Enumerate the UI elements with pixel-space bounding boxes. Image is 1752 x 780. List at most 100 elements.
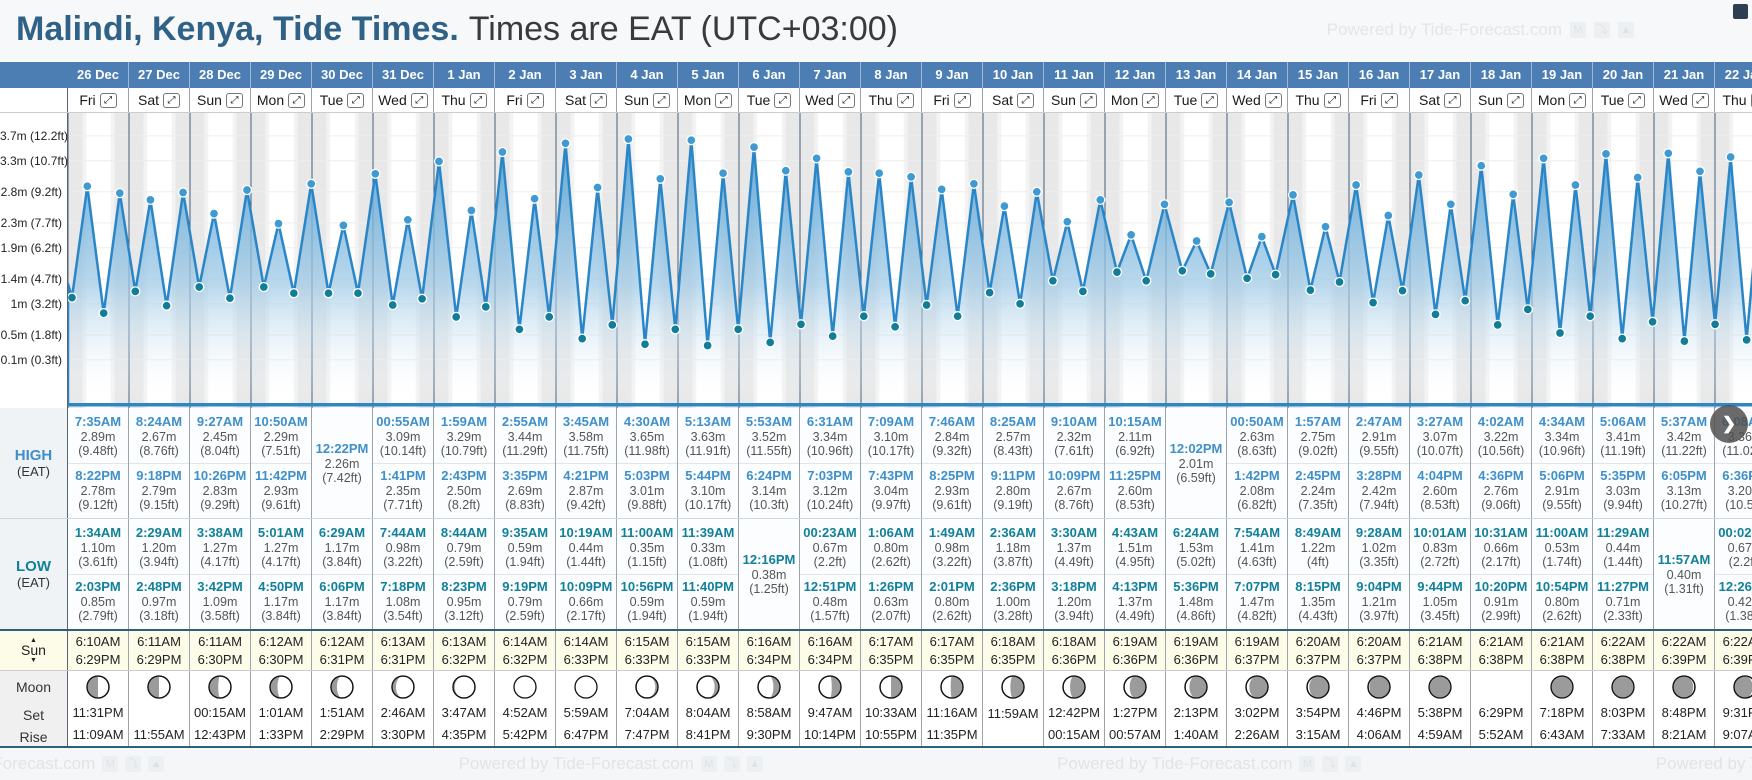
date-cell[interactable]: 7 Jan <box>800 62 861 88</box>
sunset-time: 6:38PM <box>1417 651 1463 667</box>
high-tide-cell: 5:13AM 3.63m (11.91ft) 5:44PM 3.10m (10.… <box>678 408 739 518</box>
moon-phase-icon <box>1001 675 1025 699</box>
date-cell[interactable]: 17 Jan <box>1410 62 1471 88</box>
sunset-time: 6:37PM <box>1234 651 1280 667</box>
expand-day-icon[interactable]: ⤢ <box>410 92 428 108</box>
low-tide-meters: 1.41m <box>1239 541 1275 556</box>
weekday-label: Thu <box>441 92 466 108</box>
expand-day-icon[interactable]: ⤢ <box>1017 92 1034 108</box>
expand-day-icon[interactable]: ⤢ <box>1380 92 1398 108</box>
high-tide-time: 7:46AM <box>928 414 976 430</box>
moon-rise-time: 11:55AM <box>133 727 185 742</box>
expand-day-icon[interactable]: ⤢ <box>1506 92 1524 108</box>
date-cell[interactable]: 11 Jan <box>1044 62 1105 88</box>
expand-day-icon[interactable]: ⤢ <box>526 92 544 108</box>
expand-day-icon[interactable]: ⤢ <box>953 92 971 108</box>
high-tide-time: 9:10AM <box>1050 414 1098 430</box>
expand-day-icon[interactable]: ⤢ <box>652 92 670 108</box>
expand-day-icon[interactable]: ⤢ <box>99 92 117 108</box>
high-tide-feet: (11.19ft) <box>1600 444 1646 459</box>
date-cell[interactable]: 19 Jan <box>1532 62 1593 88</box>
moon-rise-time: 4:06AM <box>1356 727 1402 742</box>
date-cell[interactable]: 14 Jan <box>1227 62 1288 88</box>
expand-day-icon[interactable]: ⤢ <box>1691 92 1709 108</box>
low-tide-meters: 0.59m <box>507 541 543 556</box>
sun-sort-down-icon[interactable]: ▼ <box>30 657 37 664</box>
expand-day-icon[interactable]: ⤢ <box>774 92 792 108</box>
expand-day-icon[interactable]: ⤢ <box>163 92 180 108</box>
date-cell[interactable]: 2 Jan <box>495 62 556 88</box>
high-tide-meters: 2.63m <box>1239 430 1275 445</box>
date-cell[interactable]: 18 Jan <box>1471 62 1532 88</box>
date-cell[interactable]: 3 Jan <box>556 62 617 88</box>
expand-day-icon[interactable]: ⤢ <box>288 92 306 108</box>
high-tide-entry: 10:15AM 2.11m (6.92ft) <box>1105 410 1165 463</box>
date-cell[interactable]: 4 Jan <box>617 62 678 88</box>
low-tide-entry: 1:49AM 0.98m (3.22ft) <box>922 521 982 574</box>
date-cell[interactable]: 29 Dec <box>251 62 312 88</box>
date-cell[interactable]: 1 Jan <box>434 62 495 88</box>
expand-day-icon[interactable]: ⤢ <box>1628 92 1646 108</box>
high-tide-time: 7:09AM <box>867 414 915 430</box>
low-tide-time: 8:15PM <box>1295 578 1341 594</box>
expand-day-icon[interactable]: ⤢ <box>1444 92 1461 108</box>
high-tide-entry: 4:02AM 3.22m (10.56ft) <box>1471 410 1531 463</box>
low-tide-time: 6:29AM <box>318 525 366 541</box>
expand-day-icon[interactable]: ⤢ <box>225 92 243 108</box>
date-cell[interactable]: 27 Dec <box>129 62 190 88</box>
date-cell[interactable]: 6 Jan <box>739 62 800 88</box>
expand-day-icon[interactable]: ⤢ <box>347 92 365 108</box>
moon-set-label: Set <box>22 707 44 723</box>
date-cell[interactable]: 30 Dec <box>312 62 373 88</box>
expand-day-icon[interactable]: ⤢ <box>590 92 607 108</box>
moon-phase-icon <box>1184 674 1208 699</box>
low-tide-entry: 8:15PM 1.35m (4.43ft) <box>1288 573 1348 628</box>
high-tide-meters: 2.60m <box>1422 483 1458 498</box>
y-axis-tick-label: 1.9m (6.2ft) <box>0 240 62 255</box>
expand-day-icon[interactable]: ⤢ <box>837 92 855 108</box>
weekday-cell: Sun ⤢ <box>1044 88 1105 112</box>
moon-icon-slot <box>983 671 1043 703</box>
date-cell[interactable]: 5 Jan <box>678 62 739 88</box>
low-tide-meters: 0.80m <box>1544 594 1580 609</box>
high-tide-meters: 2.91m <box>1544 483 1580 498</box>
expand-day-icon[interactable]: ⤢ <box>1201 92 1219 108</box>
date-cell[interactable]: 31 Dec <box>373 62 434 88</box>
date-cell[interactable]: 12 Jan <box>1105 62 1166 88</box>
date-cell[interactable]: 10 Jan <box>983 62 1044 88</box>
low-tide-cell: 1:06AM 0.80m (2.62ft) 1:26PM 0.63m (2.07… <box>861 519 922 629</box>
date-cell[interactable]: 15 Jan <box>1288 62 1349 88</box>
low-tide-meters: 1.27m <box>263 541 299 556</box>
date-cell[interactable]: 20 Jan <box>1593 62 1654 88</box>
date-cell[interactable]: 13 Jan <box>1166 62 1227 88</box>
weekday-label: Mon <box>683 92 712 108</box>
date-cell[interactable]: 8 Jan <box>861 62 922 88</box>
date-cell[interactable]: 26 Dec <box>68 62 129 88</box>
expand-day-icon[interactable]: ⤢ <box>1323 92 1341 108</box>
low-tide-feet: (1.94ft) <box>688 608 728 623</box>
date-cell[interactable]: 21 Jan <box>1654 62 1715 88</box>
date-cell[interactable]: 9 Jan <box>922 62 983 88</box>
high-tide-feet: (8.63ft) <box>1237 444 1277 459</box>
date-cell[interactable]: 16 Jan <box>1349 62 1410 88</box>
high-tide-time: 4:36PM <box>1478 467 1524 483</box>
date-cell[interactable]: 28 Dec <box>190 62 251 88</box>
expand-day-icon[interactable]: ⤢ <box>896 92 914 108</box>
expand-day-icon[interactable]: ⤢ <box>715 92 733 108</box>
sunrise-time: 6:12AM <box>319 633 365 649</box>
sun-cell: 6:21AM 6:38PM <box>1471 631 1532 670</box>
expand-day-icon[interactable]: ⤢ <box>469 92 487 108</box>
weekday-label: Sat <box>564 92 586 108</box>
expand-day-icon[interactable]: ⤢ <box>1264 92 1282 108</box>
high-tide-cell: 2:55AM 3.44m (11.29ft) 3:35PM 2.69m (8.8… <box>495 408 556 518</box>
expand-day-icon[interactable]: ⤢ <box>1079 92 1097 108</box>
expand-day-icon[interactable]: ⤢ <box>1750 92 1752 108</box>
weekday-cell: Thu ⤢ <box>434 88 495 112</box>
date-cell[interactable]: 22 Jan <box>1715 62 1752 88</box>
expand-day-icon[interactable]: ⤢ <box>1569 92 1587 108</box>
high-tide-meters: 2.78m <box>80 483 116 498</box>
sun-sort-up-icon[interactable]: ▲ <box>30 637 37 644</box>
weekday-label: Tue <box>1600 92 1625 108</box>
scroll-next-button[interactable]: ❯ <box>1710 405 1748 443</box>
expand-day-icon[interactable]: ⤢ <box>1142 92 1160 108</box>
